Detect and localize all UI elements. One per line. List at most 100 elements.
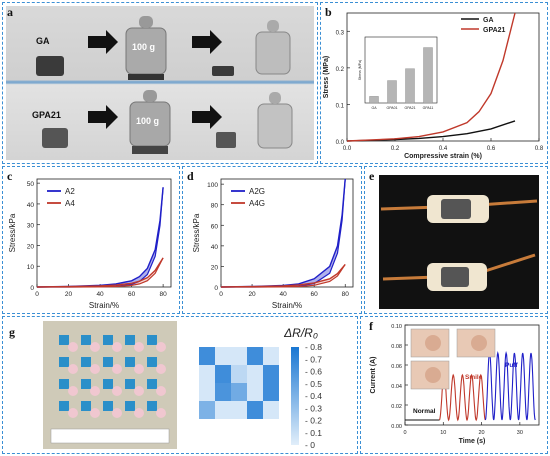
y-tick-label: 0.08 (391, 344, 402, 350)
sensor-pad (103, 379, 113, 389)
pink-bead (90, 386, 100, 396)
x-tick-label: 0 (403, 430, 406, 436)
panel-label-b: b (325, 5, 332, 19)
heatmap-cell (215, 401, 231, 419)
x-axis-label: Strain/% (272, 301, 302, 310)
y-tick-label: 20 (211, 264, 219, 271)
sensor-pad (125, 335, 135, 345)
hysteresis-area-a2g (221, 179, 346, 287)
y-tick-label: 40 (211, 244, 219, 251)
panel-e: e (364, 166, 548, 314)
pink-bead (68, 364, 78, 374)
inset-y-label: Stress (MPa) (358, 60, 362, 80)
panel-label-c: c (7, 169, 13, 183)
y-tick-label: 50 (27, 181, 35, 188)
colorbar (291, 347, 299, 445)
colorbar-tick-label: - 0.3 (305, 403, 322, 413)
pink-bead (90, 364, 100, 374)
panel-label-a: a (7, 5, 13, 19)
panel-d: d 0 20 40 60 80 0 20 40 60 80 100 Strain/% Stress/kP… (182, 166, 362, 314)
x-tick-label: 30 (517, 430, 523, 436)
sensor-pad (125, 379, 135, 389)
pink-bead (112, 386, 122, 396)
sensor-pad (81, 379, 91, 389)
pink-bead (156, 342, 166, 352)
chart-g: - 0.8 - 0.7 - 0.6 - 0.5 - 0.4 - 0.3 - 0.2 - 0.1… (199, 326, 322, 450)
panel-g: g - 0.8- 0.7- 0.6- 0.5- 0.4- 0.3- 0.2- 0… (2, 316, 358, 454)
plot-frame (404, 324, 540, 426)
colorbar-tick-label: - 0.5 (305, 379, 322, 389)
pink-bead (112, 408, 122, 418)
inset-category-label: GPA11 (423, 106, 434, 110)
heatmap-cell (231, 347, 247, 365)
inset-category-label: GA (371, 106, 377, 110)
heatmap-cell (247, 383, 263, 401)
y-tick-label: 0.2 (336, 67, 345, 73)
gpa21-sample-recovered (216, 132, 236, 148)
x-tick-label: 10 (440, 430, 446, 436)
x-tick-label: 20 (479, 430, 485, 436)
sensor-pad (59, 379, 69, 389)
x-tick-label: 20 (65, 291, 73, 298)
segment-line-smile (438, 373, 486, 422)
y-tick-label: 40 (27, 202, 35, 209)
colorbar-tick-label: - 0.2 (305, 416, 322, 426)
heatmap-cell (231, 401, 247, 419)
arrow-icon (88, 30, 118, 54)
x-axis-label: Strain/% (89, 301, 119, 310)
y-tick-label: 0.3 (336, 30, 345, 36)
weight-100g (257, 103, 293, 149)
sensor-pad (147, 357, 157, 367)
y-tick-label: 30 (27, 223, 35, 230)
pink-bead (134, 408, 144, 418)
panel-label-g: g (9, 325, 15, 339)
panel-label-f: f (369, 319, 373, 333)
heatmap-cell (231, 365, 247, 383)
sensor-pad (103, 335, 113, 345)
pink-bead (68, 386, 78, 396)
annotation-normal: Normal (413, 408, 436, 415)
y-axis-label: Stress (MPa) (323, 56, 330, 98)
sensor-pad (147, 335, 157, 345)
plot-frame (220, 178, 354, 288)
inset-bar (423, 47, 433, 104)
y-tick-label: 0 (214, 285, 218, 292)
x-tick-label: 0.8 (535, 146, 544, 152)
sensor-pad (103, 357, 113, 367)
x-tick-label: 20 (248, 291, 256, 298)
x-tick-label: 60 (311, 291, 319, 298)
y-tick-label: 80 (211, 203, 219, 210)
sensor-array-illustration (50, 335, 170, 444)
inset-category-label: GPA01 (386, 106, 397, 110)
heatmap-cell (215, 365, 231, 383)
y-tick-label: 0.0 (336, 140, 345, 146)
sensor-pad (81, 335, 91, 345)
inset-bar (405, 68, 415, 104)
face-shape (425, 335, 441, 351)
heatmap-cell (247, 365, 263, 383)
panel-b: b 0.0 0.2 0.4 0.6 0.8 0.0 0.1 0.2 0.3 Compressive… (320, 2, 548, 164)
x-tick-label: 0.6 (487, 146, 496, 152)
inset-category-label: GPA21 (404, 106, 415, 110)
heatmap-cell (263, 365, 279, 383)
heatmap-cell (215, 347, 231, 365)
sensor-strips-illustration (380, 195, 538, 291)
panel-c: c 0 20 40 60 80 0 10 20 30 40 50 Strain/% Stress/kPa… (2, 166, 180, 314)
row2-sample-label: GPA21 (32, 110, 61, 120)
colorbar-tick-label: - 0.4 (305, 391, 322, 401)
ga-sample-crushed (212, 66, 234, 76)
colorbar-tick-label: - 0.7 (305, 354, 322, 364)
legend-label: A2 (65, 187, 75, 196)
arrow-icon (192, 30, 222, 54)
pink-bead (134, 386, 144, 396)
chart-c: 0 20 40 60 80 0 10 20 30 40 50 Strain/% Stress/kPa A2… (8, 178, 172, 310)
inset-bar (369, 96, 379, 104)
colorbar-tick-label: - 0.1 (305, 428, 322, 438)
y-tick-label: 20 (27, 243, 35, 250)
x-axis-label: Compressive strain (%) (404, 153, 482, 160)
heatmap-cell (199, 347, 215, 365)
y-axis-label: Current (A) (370, 357, 377, 394)
x-tick-label: 0 (35, 291, 39, 298)
row1-sample-label: GA (36, 36, 50, 46)
arrow-icon (192, 105, 222, 129)
